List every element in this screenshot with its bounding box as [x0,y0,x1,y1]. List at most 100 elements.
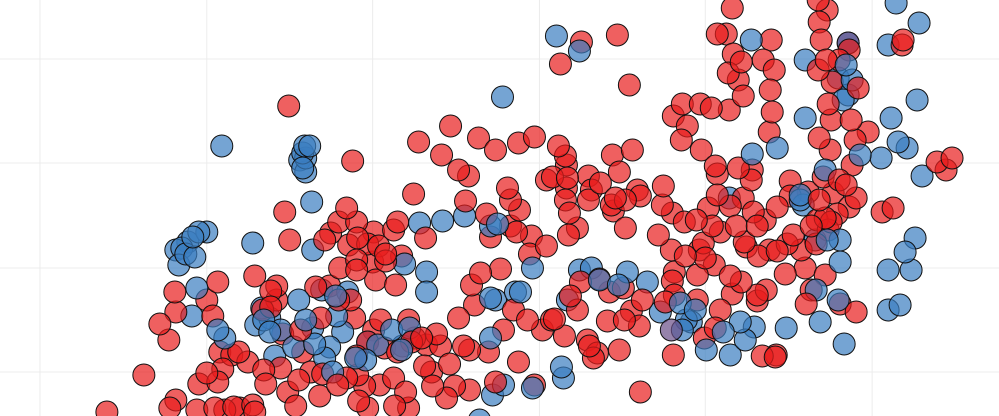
red-point-156 [273,200,297,224]
red-point-219 [814,48,838,72]
blue-point-102 [765,136,789,160]
red-point-157 [313,228,337,252]
blue-point-117 [739,28,763,52]
red-point-173 [454,189,478,213]
red-point-0 [277,94,301,118]
blue-point-127 [303,332,327,356]
blue-point-80 [774,316,798,340]
blue-point-8 [300,190,324,214]
blue-point-38 [344,346,368,370]
blue-point-115 [907,11,931,35]
blue-point-28 [287,288,311,312]
blue-point-103 [793,106,817,130]
blue-point-93 [893,240,917,264]
red-point-226 [705,22,729,46]
red-point-23 [651,174,675,198]
blue-point-29 [294,308,318,332]
red-point-272 [612,308,636,332]
red-point-15 [556,223,580,247]
red-point-129 [326,373,350,397]
blue-point-122 [468,408,491,416]
blue-point-26 [258,320,282,344]
blue-point-12 [181,225,205,249]
red-point-35 [765,195,789,219]
blue-point-42 [390,338,414,362]
blue-point-74 [694,338,718,362]
red-point-229 [729,50,753,74]
red-point-232 [731,84,755,108]
blue-point-87 [869,146,893,170]
red-point-314 [413,354,437,378]
red-point-88 [438,352,462,376]
red-point-1 [341,149,365,173]
red-point-125 [254,372,278,396]
red-point-130 [347,389,371,413]
red-point-63 [693,246,717,270]
blue-point-99 [832,332,856,356]
blue-point-101 [740,142,764,166]
blue-point-16 [183,245,207,269]
blue-point-18 [241,231,265,255]
blue-point-76 [728,310,752,334]
red-point-189 [588,171,612,195]
red-point-243 [726,156,750,180]
red-point-155 [243,400,267,416]
red-point-20 [620,138,644,162]
red-point-151 [148,312,172,336]
red-point-132 [383,394,407,416]
red-point-291 [414,226,438,250]
red-point-78 [558,284,582,308]
red-point-261 [607,338,631,362]
red-point-86 [447,306,471,330]
red-point-258 [891,28,915,52]
red-point-192 [613,216,637,240]
blue-point-112 [834,53,858,77]
blue-point-97 [888,293,912,317]
blue-point-45 [415,280,439,304]
blue-point-96 [876,258,900,282]
blue-point-64 [587,268,611,292]
red-point-8 [546,134,570,158]
red-point-119 [158,396,182,416]
blue-point-134 [828,250,852,274]
red-point-214 [816,92,840,116]
series-layer [95,0,964,416]
red-point-269 [506,350,530,374]
red-point-266 [552,324,576,348]
blue-point-56 [508,280,532,304]
red-point-158 [335,196,359,220]
red-point-256 [940,146,964,170]
red-point-87 [452,334,476,358]
red-point-205 [765,239,789,263]
red-point-59 [745,283,769,307]
red-point-288 [617,73,641,97]
red-point-273 [661,343,685,367]
blue-point-81 [808,310,832,334]
red-point-295 [278,228,302,252]
red-point-57 [773,262,797,286]
red-point-225 [720,0,744,20]
blue-point-116 [884,0,908,15]
red-point-305 [346,226,370,250]
red-point-241 [703,154,727,178]
red-point-263 [577,334,601,358]
red-point-247 [760,100,784,124]
red-point-253 [881,196,905,220]
red-point-298 [206,270,230,294]
red-point-240 [689,138,713,162]
blue-point-32 [324,284,348,308]
blue-point-5 [291,156,315,180]
red-point-267 [542,307,566,331]
red-point-11 [555,166,579,190]
red-point-218 [846,76,870,100]
red-point-290 [488,257,512,281]
red-point-7 [522,125,546,149]
blue-point-20 [185,276,209,300]
red-point-310 [304,275,328,299]
red-point-127 [284,394,308,416]
red-point-292 [386,210,410,234]
red-point-234 [699,96,723,120]
red-point-19 [607,160,631,184]
red-point-29 [705,183,729,207]
